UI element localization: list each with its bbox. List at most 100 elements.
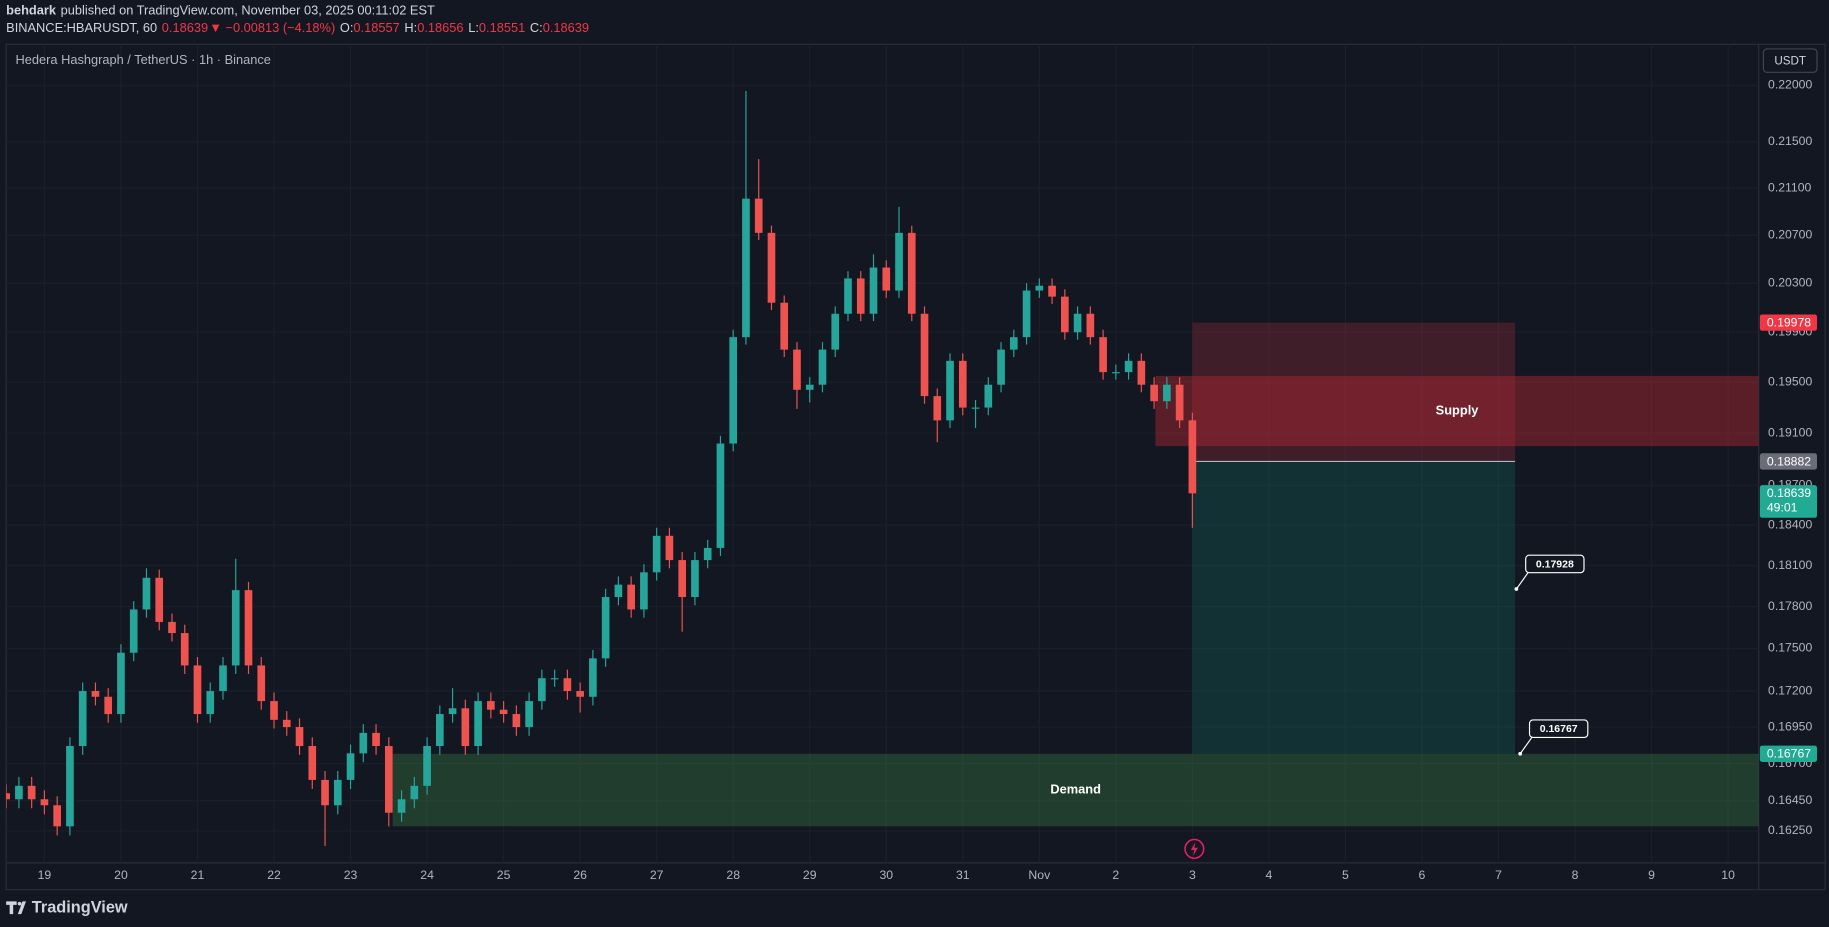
last-price: 0.18639 [162, 21, 208, 36]
change: ▼ −0.00813 (−4.18%) [209, 21, 335, 36]
candle-body [882, 267, 891, 291]
candle-body [958, 360, 967, 408]
candle-body [15, 785, 23, 800]
callout-box [1528, 719, 1589, 739]
y-tick-label: 0.17200 [1768, 683, 1812, 697]
candle-body [333, 779, 342, 806]
countdown: 49:01 [1767, 501, 1798, 515]
candle-body [117, 652, 125, 715]
candle-body [40, 799, 49, 806]
candle-body [946, 360, 954, 421]
x-tick-label: 27 [650, 868, 664, 882]
ohlc-value: 0.18557 [353, 21, 399, 36]
panel-border [5, 43, 1826, 891]
candle-body [1124, 360, 1133, 373]
candle-body [270, 701, 278, 720]
candle-body [512, 714, 521, 728]
price-badge-label: 0.16767 [1767, 747, 1811, 761]
price-badge [1759, 453, 1818, 470]
candle-body [1048, 285, 1056, 297]
chart-title: Hedera Hashgraph / TetherUS · 1h · Binan… [15, 52, 270, 67]
candle-body [78, 691, 87, 747]
x-tick-label: 24 [420, 868, 434, 882]
x-tick-label: 29 [803, 868, 817, 882]
x-tick-label: 2 [1112, 868, 1119, 882]
ohlc-label: H: [404, 21, 417, 36]
price-badge-label: 0.19978 [1767, 315, 1811, 329]
candle-body [448, 708, 457, 715]
candle-body [206, 691, 215, 715]
price-badge-label: 0.18639 [1767, 486, 1811, 500]
candle-body [1061, 296, 1069, 333]
x-tick-label: Nov [1028, 868, 1051, 882]
callout-pointer [1515, 572, 1529, 590]
candle-body [1086, 313, 1095, 338]
candle-body [640, 572, 648, 610]
candle-body [461, 708, 470, 747]
symbol: BINANCE:HBARUSDT, 60 [6, 21, 157, 36]
candle-body [525, 701, 533, 728]
currency-button[interactable] [1762, 48, 1818, 73]
x-tick-label: 21 [191, 868, 205, 882]
callout-pointer [1519, 737, 1533, 755]
callout-label: 0.16767 [1540, 724, 1578, 735]
candle-body [933, 396, 942, 421]
candle-body [231, 590, 240, 666]
candle-body [295, 727, 304, 747]
candle-body [66, 746, 74, 827]
x-tick-label: 28 [726, 868, 740, 882]
candle-body [895, 232, 903, 291]
y-tick-label: 0.18400 [1768, 517, 1812, 531]
x-tick-label: 7 [1495, 868, 1502, 882]
callout-label: 0.17928 [1536, 559, 1574, 570]
candle-body [27, 785, 36, 800]
candle-body [359, 732, 368, 754]
candle-body [652, 535, 661, 573]
candle-body [423, 746, 431, 786]
candle-body [550, 678, 559, 680]
candle-body [971, 407, 980, 409]
x-tick-label: 8 [1572, 868, 1579, 882]
zone [392, 753, 1759, 827]
candle-body [920, 313, 929, 397]
callout-point [1514, 587, 1519, 591]
y-tick-label: 0.16250 [1768, 823, 1812, 837]
candle-body [793, 349, 801, 390]
candle-body [1112, 372, 1120, 374]
publish-line: behdark published on TradingView.com, Nov… [6, 3, 435, 18]
candle-body [155, 577, 164, 622]
published: published on TradingView.com, November 0… [61, 3, 435, 18]
candle-body [678, 560, 687, 598]
ohlc-label: C: [530, 21, 543, 36]
y-tick-label: 0.21500 [1768, 134, 1812, 148]
x-tick-label: 9 [1648, 868, 1655, 882]
candle-body [244, 590, 253, 666]
x-tick-label: 10 [1721, 868, 1735, 882]
position-loss [1192, 322, 1516, 462]
candle-body [601, 597, 610, 659]
candle-body [576, 691, 584, 697]
candle-body [1099, 337, 1107, 373]
x-tick-label: 26 [573, 868, 587, 882]
zone-label: Demand [1050, 781, 1101, 796]
callout-point [1518, 751, 1523, 756]
zone [1155, 375, 1759, 447]
candle-body [997, 349, 1005, 385]
x-tick-label: 19 [38, 868, 52, 882]
candle-body [716, 443, 725, 548]
brand: TradingView [32, 899, 128, 917]
x-tick-label: 25 [497, 868, 511, 882]
y-tick-label: 0.19500 [1768, 374, 1812, 388]
candle-body [321, 779, 329, 806]
candle-body [372, 732, 380, 747]
candle-body [499, 709, 508, 715]
candle-body [6, 793, 10, 800]
candle-body [410, 785, 419, 800]
candle-body [53, 805, 62, 827]
candle-body [219, 665, 227, 692]
x-tick-label: 4 [1266, 868, 1273, 882]
candle-body [1163, 384, 1171, 402]
candle-body [538, 678, 546, 702]
